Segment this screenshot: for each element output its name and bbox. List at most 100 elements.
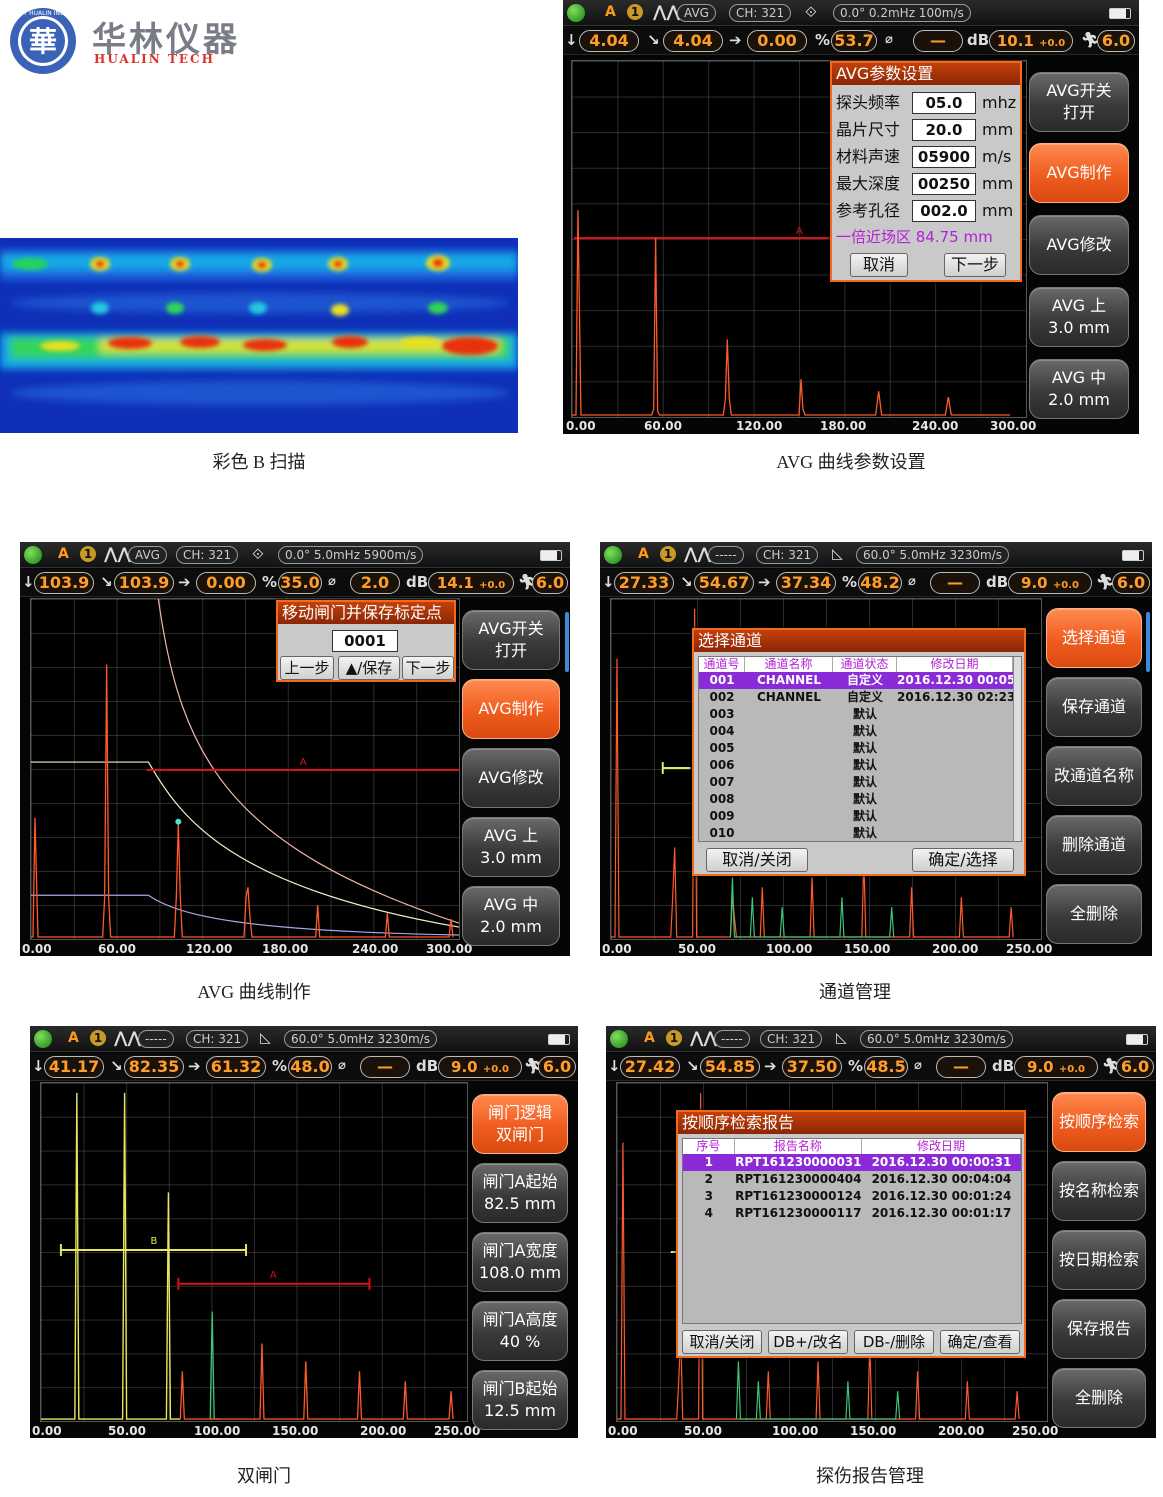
next-step-button[interactable]: 下一步 <box>402 656 454 680</box>
cell-name <box>745 825 833 841</box>
a-scan-plot[interactable]: A <box>30 598 460 940</box>
softkey-gate-a-width[interactable]: 闸门A宽度 108.0 mm <box>472 1232 568 1292</box>
softkey-gate-a-height[interactable]: 闸门A高度 40 % <box>472 1301 568 1361</box>
table-row[interactable]: 3 RPT161230000124 2016.12.30 00:01:24 <box>683 1188 1021 1205</box>
depth-value: 27.33 <box>614 572 674 594</box>
table-row[interactable]: 2 RPT161230000404 2016.12.30 00:04:04 <box>683 1171 1021 1188</box>
db-label: dB <box>406 573 429 591</box>
table-row[interactable]: 003 默认 <box>699 706 1021 723</box>
measurement-bar: ↓ 27.42 ↘ 54.85 ➔ 37.50 % 48.5 ⌀ — dB 9.… <box>606 1053 1156 1081</box>
table-row[interactable]: 004 默认 <box>699 723 1021 740</box>
table-row[interactable]: 1 RPT161230000031 2016.12.30 00:00:31 <box>683 1154 1021 1171</box>
param-max-depth-input[interactable]: 00250 <box>912 173 976 195</box>
surface-arrow-icon: ➔ <box>178 573 191 591</box>
table-row[interactable]: 002 CHANNEL 自定义 2016.12.30 02:23 <box>699 689 1021 706</box>
status-bar: A 1 ⋀⋀ ----- CH: 321 ◺ 60.0° 5.0mHz 3230… <box>606 1026 1156 1052</box>
diameter-icon: ⌀ <box>885 32 893 47</box>
next-step-button[interactable]: 下一步 <box>944 253 1006 277</box>
calibration-point-index-input[interactable]: 0001 <box>332 630 398 652</box>
softkey-avg-switch[interactable]: AVG开关 打开 <box>462 610 560 670</box>
save-point-button[interactable]: ▲/保存 <box>338 656 400 680</box>
softkey-gate-a-start[interactable]: 闸门A起始 82.5 mm <box>472 1163 568 1223</box>
percent-icon: % <box>262 573 278 591</box>
param-velocity-input[interactable]: 05900 <box>912 146 976 168</box>
select-channel-dialog: 选择通道 通道号 通道名称 通道状态 修改日期 001 CHANNEL 自定义 201… <box>692 628 1026 876</box>
sound-path-value: 4.04 <box>663 30 723 52</box>
softkey-search-by-date[interactable]: 按日期检索 <box>1052 1230 1146 1290</box>
table-row[interactable]: 005 默认 <box>699 740 1021 757</box>
param-frequency-input[interactable]: 05.0 <box>912 92 976 114</box>
avg-status-pill: ----- <box>708 546 744 564</box>
rename-button[interactable]: DB+/改名 <box>768 1330 848 1354</box>
softkey-scrollbar[interactable] <box>1146 612 1150 672</box>
channel-table: 通道号 通道名称 通道状态 修改日期 001 CHANNEL 自定义 2016.12.… <box>698 656 1022 842</box>
param-crystal-size-input[interactable]: 20.0 <box>912 119 976 141</box>
softkey-avg-edit[interactable]: AVG修改 <box>1029 215 1129 275</box>
table-row[interactable]: 001 CHANNEL 自定义 2016.12.30 00:05 <box>699 672 1021 689</box>
param-label-frequency: 探头频率 <box>836 93 901 112</box>
caption-color-b-scan: 彩色 B 扫描 <box>212 452 306 472</box>
softkey-select-channel[interactable]: 选择通道 <box>1046 608 1142 668</box>
softkey-scrollbar[interactable] <box>565 612 569 672</box>
probe-icon: ⋀⋀ <box>653 2 680 21</box>
db-label: dB <box>967 31 990 49</box>
cell-date: 2016.12.30 00:05 <box>897 673 1016 687</box>
softkey-panel: AVG开关 打开 AVG制作 AVG修改 AVG 上 3.0 mm AVG 中 2.0… <box>1029 72 1129 422</box>
param-label-reference-hole: 参考孔径 <box>836 201 901 220</box>
x-axis-ticks: 0.00 60.00 120.00 180.00 240.00 300.00 <box>566 419 1037 433</box>
cell-name <box>745 808 833 825</box>
angle-beam-icon: ◺ <box>836 1030 847 1046</box>
softkey-avg-make[interactable]: AVG制作 <box>462 679 560 739</box>
cell-status: 默认 <box>852 741 877 755</box>
softkey-search-by-name[interactable]: 按名称检索 <box>1052 1161 1146 1221</box>
equivalent-diameter-value: — <box>913 30 963 52</box>
confirm-select-button[interactable]: 确定/选择 <box>912 848 1014 872</box>
softkey-save-report[interactable]: 保存报告 <box>1052 1299 1146 1359</box>
battery-icon <box>548 1034 570 1045</box>
cell-status: 默认 <box>852 707 877 721</box>
caption-channel-management: 通道管理 <box>819 982 891 1002</box>
table-row[interactable]: 4 RPT161230000117 2016.12.30 00:01:17 <box>683 1205 1021 1222</box>
confirm-view-button[interactable]: 确定/查看 <box>940 1330 1020 1354</box>
table-row[interactable]: 007 默认 <box>699 774 1021 791</box>
param-reference-hole-input[interactable]: 002.0 <box>912 200 976 222</box>
softkey-avg-upper[interactable]: AVG 上 3.0 mm <box>1029 287 1129 347</box>
equivalent-diameter-value: — <box>936 1056 986 1078</box>
softkey-rename-channel[interactable]: 改通道名称 <box>1046 746 1142 806</box>
cell-status: 自定义 <box>846 673 883 687</box>
probe-info-pill: 0.0° 0.2mHz 100m/s <box>833 4 971 22</box>
svg-text:A: A <box>300 757 307 768</box>
depth-value: 41.17 <box>44 1056 104 1078</box>
softkey-avg-middle[interactable]: AVG 中 2.0 mm <box>1029 359 1129 419</box>
cell-name: RPT161230000117 <box>735 1206 862 1220</box>
x-axis-ticks: 0.00 50.00 100.00 150.00 200.00 250.00 <box>608 1424 1059 1438</box>
table-row[interactable]: 010 默认 <box>699 825 1021 841</box>
softkey-avg-upper[interactable]: AVG 上 3.0 mm <box>462 817 560 877</box>
softkey-delete-all[interactable]: 全删除 <box>1052 1368 1146 1428</box>
previous-step-button[interactable]: 上一步 <box>280 656 334 680</box>
softkey-gate-logic[interactable]: 闸门逻辑 双闸门 <box>472 1094 568 1154</box>
cancel-close-button[interactable]: 取消/关闭 <box>706 848 808 872</box>
cancel-button[interactable]: 取消 <box>850 253 908 277</box>
softkey-avg-edit[interactable]: AVG修改 <box>462 748 560 808</box>
softkey-delete-all[interactable]: 全删除 <box>1046 884 1142 944</box>
param-label-max-depth: 最大深度 <box>836 174 901 193</box>
softkey-search-by-order[interactable]: 按顺序检索 <box>1052 1092 1146 1152</box>
softkey-save-channel[interactable]: 保存通道 <box>1046 677 1142 737</box>
softkey-delete-channel[interactable]: 删除通道 <box>1046 815 1142 875</box>
scan-mode-label: A <box>58 546 69 562</box>
table-scrollbar[interactable] <box>1013 657 1021 841</box>
table-row[interactable]: 009 默认 <box>699 808 1021 825</box>
a-scan-plot[interactable]: B A <box>40 1082 468 1422</box>
path-arrow-icon: ↘ <box>110 1057 123 1075</box>
cell-status: 默认 <box>852 724 877 738</box>
softkey-avg-switch[interactable]: AVG开关 打开 <box>1029 72 1129 132</box>
table-row[interactable]: 006 默认 <box>699 757 1021 774</box>
softkey-avg-make[interactable]: AVG制作 <box>1029 143 1129 203</box>
delete-button[interactable]: DB-/删除 <box>854 1330 934 1354</box>
softkey-gate-b-start[interactable]: 闸门B起始 12.5 mm <box>472 1370 568 1430</box>
softkey-avg-middle[interactable]: AVG 中 2.0 mm <box>462 886 560 946</box>
channel-number-badge: 1 <box>80 546 96 562</box>
cancel-close-button[interactable]: 取消/关闭 <box>682 1330 762 1354</box>
table-row[interactable]: 008 默认 <box>699 791 1021 808</box>
